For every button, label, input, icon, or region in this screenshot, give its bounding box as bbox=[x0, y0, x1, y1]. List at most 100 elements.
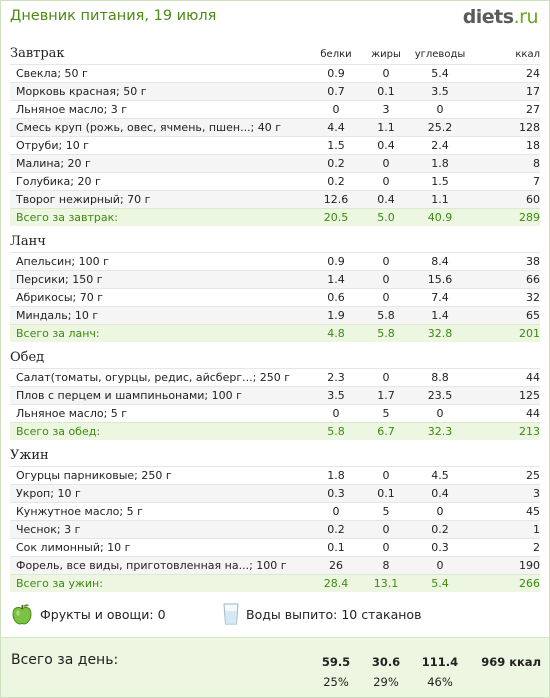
food-name: Голубика; 20 г bbox=[16, 175, 101, 188]
food-kcal: 44 bbox=[526, 407, 540, 420]
section-header: Обед bbox=[10, 350, 540, 368]
food-row[interactable]: Миндаль; 10 г 1.9 5.8 1.4 65 bbox=[10, 306, 540, 324]
food-kcal: 65 bbox=[526, 309, 540, 322]
food-protein: 0.1 bbox=[327, 541, 345, 554]
section-total-row: Всего за ужин: 28.4 13.1 5.4 266 bbox=[10, 574, 540, 592]
food-kcal: 44 bbox=[526, 371, 540, 384]
food-row[interactable]: Отруби; 10 г 1.5 0.4 2.4 18 bbox=[10, 136, 540, 154]
food-kcal: 24 bbox=[526, 67, 540, 80]
food-name: Малина; 20 г bbox=[16, 157, 91, 170]
section-title: Обед bbox=[10, 350, 45, 365]
food-kcal: 25 bbox=[526, 469, 540, 482]
food-row[interactable]: Кунжутное масло; 5 г 0 5 0 45 bbox=[10, 502, 540, 520]
food-carbs: 1.4 bbox=[431, 309, 449, 322]
food-carbs: 0 bbox=[436, 103, 444, 116]
total-carbs: 40.9 bbox=[427, 211, 453, 224]
column-header-fat: жиры bbox=[371, 49, 401, 60]
food-row[interactable]: Укроп; 10 г 0.3 0.1 0.4 3 bbox=[10, 484, 540, 502]
food-protein: 2.3 bbox=[327, 371, 345, 384]
food-row[interactable]: Салат(томаты, огурцы, редис, айсберг...;… bbox=[10, 368, 540, 386]
total-kcal: 289 bbox=[519, 211, 540, 224]
food-carbs: 2.4 bbox=[431, 139, 449, 152]
food-kcal: 1 bbox=[533, 523, 540, 536]
food-protein: 1.5 bbox=[327, 139, 345, 152]
food-carbs: 25.2 bbox=[427, 121, 453, 134]
total-protein: 28.4 bbox=[323, 577, 349, 590]
food-fat: 0 bbox=[382, 255, 390, 268]
food-name: Морковь красная; 50 г bbox=[16, 85, 147, 98]
section-gap bbox=[10, 342, 540, 350]
food-fat: 3 bbox=[382, 103, 390, 116]
food-name: Льняное масло; 3 г bbox=[16, 103, 128, 116]
food-protein: 0.9 bbox=[327, 67, 345, 80]
food-row[interactable]: Форель, все виды, приготовленная на...; … bbox=[10, 556, 540, 574]
food-fat: 0.1 bbox=[377, 85, 395, 98]
food-kcal: 66 bbox=[526, 273, 540, 286]
food-row[interactable]: Льняное масло; 3 г 0 3 0 27 bbox=[10, 100, 540, 118]
logo-tld: .ru bbox=[513, 6, 539, 28]
food-fat: 0 bbox=[382, 469, 390, 482]
food-name: Льняное масло; 5 г bbox=[16, 407, 128, 420]
food-row[interactable]: Чеснок; 3 г 0.2 0 0.2 1 bbox=[10, 520, 540, 538]
food-carbs: 4.5 bbox=[431, 469, 449, 482]
food-carbs: 0 bbox=[436, 559, 444, 572]
food-fat: 1.1 bbox=[377, 121, 395, 134]
diets-logo[interactable]: diets.ru bbox=[463, 6, 539, 28]
day-carbs-pct: 46% bbox=[427, 675, 453, 689]
food-row[interactable]: Абрикосы; 70 г 0.6 0 7.4 32 bbox=[10, 288, 540, 306]
total-fat: 5.8 bbox=[377, 327, 395, 340]
food-kcal: 128 bbox=[519, 121, 540, 134]
food-row[interactable]: Свекла; 50 г 0.9 0 5.4 24 bbox=[10, 64, 540, 82]
section-total-label: Всего за завтрак: bbox=[16, 211, 119, 224]
green-apple-icon bbox=[12, 604, 32, 625]
total-kcal: 266 bbox=[519, 577, 540, 590]
food-name: Форель, все виды, приготовленная на...; … bbox=[16, 559, 287, 572]
food-row[interactable]: Малина; 20 г 0.2 0 1.8 8 bbox=[10, 154, 540, 172]
meal-sections: Завтрак белки жиры углеводы ккал Свекла; 50 г… bbox=[10, 46, 540, 592]
food-row[interactable]: Смесь круп (рожь, овес, ячмень, пшен...;… bbox=[10, 118, 540, 136]
food-kcal: 45 bbox=[526, 505, 540, 518]
food-fat: 0 bbox=[382, 523, 390, 536]
food-kcal: 38 bbox=[526, 255, 540, 268]
food-fat: 1.7 bbox=[377, 389, 395, 402]
food-protein: 4.4 bbox=[327, 121, 345, 134]
food-fat: 0 bbox=[382, 541, 390, 554]
food-name: Апельсин; 100 г bbox=[16, 255, 109, 268]
food-name: Сок лимонный; 10 г bbox=[16, 541, 131, 554]
food-fat: 0 bbox=[382, 371, 390, 384]
food-protein: 0 bbox=[332, 505, 340, 518]
food-carbs: 0 bbox=[436, 505, 444, 518]
food-fat: 8 bbox=[382, 559, 390, 572]
section-header: Ужин bbox=[10, 448, 540, 466]
food-row[interactable]: Творог нежирный; 70 г 12.6 0.4 1.1 60 bbox=[10, 190, 540, 208]
food-carbs: 0.3 bbox=[431, 541, 449, 554]
food-kcal: 32 bbox=[526, 291, 540, 304]
food-kcal: 60 bbox=[526, 193, 540, 206]
food-kcal: 190 bbox=[519, 559, 540, 572]
food-name: Миндаль; 10 г bbox=[16, 309, 99, 322]
water-glass-icon bbox=[223, 603, 239, 625]
food-carbs: 0 bbox=[436, 407, 444, 420]
food-row[interactable]: Сок лимонный; 10 г 0.1 0 0.3 2 bbox=[10, 538, 540, 556]
water-label: Воды выпито: 10 стаканов bbox=[246, 607, 422, 622]
food-row[interactable]: Огурцы парниковые; 250 г 1.8 0 4.5 25 bbox=[10, 466, 540, 484]
food-kcal: 3 bbox=[533, 487, 540, 500]
column-header-protein: белки bbox=[320, 49, 352, 60]
fruits-label: Фрукты и овощи: 0 bbox=[40, 607, 166, 622]
total-protein: 4.8 bbox=[327, 327, 345, 340]
food-protein: 0 bbox=[332, 103, 340, 116]
food-protein: 1.4 bbox=[327, 273, 345, 286]
food-row[interactable]: Льняное масло; 5 г 0 5 0 44 bbox=[10, 404, 540, 422]
food-row[interactable]: Плов с перцем и шампиньонами; 100 г 3.5 1.… bbox=[10, 386, 540, 404]
food-fat: 5 bbox=[382, 407, 390, 420]
food-row[interactable]: Морковь красная; 50 г 0.7 0.1 3.5 17 bbox=[10, 82, 540, 100]
column-header-carbs: углеводы bbox=[414, 49, 466, 60]
food-row[interactable]: Голубика; 20 г 0.2 0 1.5 7 bbox=[10, 172, 540, 190]
day-total-label: Всего за день: bbox=[11, 652, 119, 668]
food-row[interactable]: Апельсин; 100 г 0.9 0 8.4 38 bbox=[10, 252, 540, 270]
food-protein: 26 bbox=[329, 559, 343, 572]
food-fat: 0 bbox=[382, 67, 390, 80]
food-carbs: 8.8 bbox=[431, 371, 449, 384]
page-header: Дневник питания, 19 июля diets.ru bbox=[10, 6, 540, 30]
food-row[interactable]: Персики; 150 г 1.4 0 15.6 66 bbox=[10, 270, 540, 288]
